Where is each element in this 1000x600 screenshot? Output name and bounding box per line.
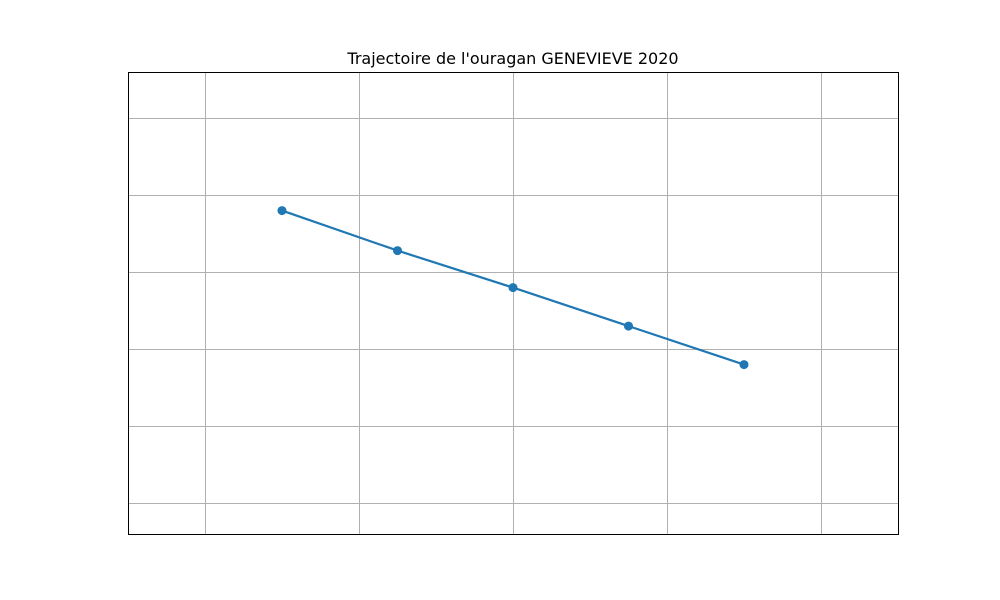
data-point-0 bbox=[277, 206, 287, 216]
data-point-2 bbox=[508, 283, 518, 293]
data-point-4 bbox=[739, 360, 749, 370]
plot-area-frame bbox=[128, 72, 899, 535]
data-point-1 bbox=[393, 246, 402, 256]
series-layer bbox=[277, 206, 749, 370]
data-point-3 bbox=[624, 321, 633, 331]
grid bbox=[128, 72, 898, 534]
chart-title: Trajectoire de l'ouragan GENEVIEVE 2020 bbox=[346, 49, 678, 68]
